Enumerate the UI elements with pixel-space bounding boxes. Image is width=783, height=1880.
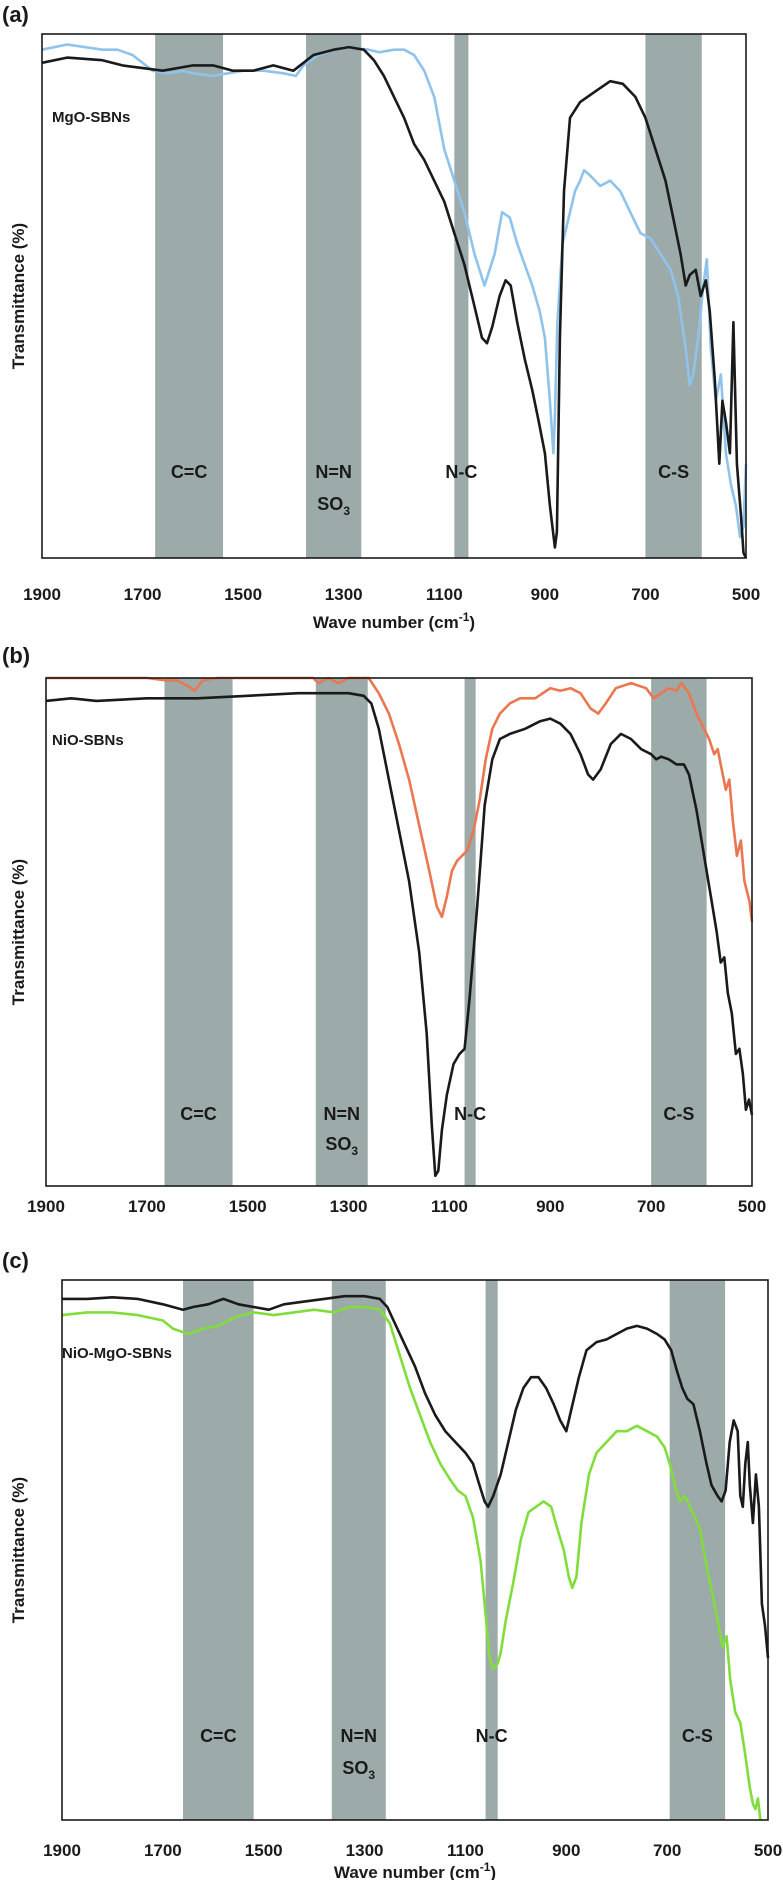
series-line-sample (61, 1305, 762, 1821)
band-label: C=C (171, 462, 208, 482)
x-tick-label: 700 (653, 1841, 681, 1860)
plot-frame (61, 1279, 769, 1821)
band-n-c (464, 678, 476, 1186)
x-tick-label: 1900 (43, 1841, 81, 1860)
panel-a: (a) C=C N=N SO3 N-C C-S MgO-SBNs 1900 1700 1500 13… (2, 2, 760, 632)
band-label: C-S (682, 1726, 713, 1746)
panel-b: (b) C=C N=N SO3 N-C C-S NiO-SBNs 1900 1700 1500 13… (2, 643, 766, 1216)
band-c-s (651, 678, 707, 1186)
series-line-reference (45, 691, 754, 1178)
series-line-reference (62, 1294, 770, 1659)
sample-label: NiO-MgO-SBNs (62, 1345, 172, 1362)
x-tick-label: 1300 (325, 585, 363, 604)
band-sublabel: SO3 (325, 1134, 358, 1158)
x-axis-label: Wave number (cm-1) (313, 610, 475, 632)
x-tick-label: 900 (536, 1197, 564, 1216)
band-label: C=C (180, 1104, 217, 1124)
band-n-n (306, 34, 362, 558)
x-tick-label: 1100 (426, 585, 463, 604)
x-tick-label: 700 (637, 1197, 665, 1216)
x-tick-label: 700 (631, 585, 659, 604)
plot-frame (41, 33, 747, 559)
panel-c: (c) C=C N=N SO3 N-C C-S NiO-MgO-SBNs 1900 1700 15… (2, 1248, 782, 1880)
band-label: N-C (476, 1726, 508, 1746)
x-tick-label: 1500 (245, 1841, 283, 1860)
plot-frame (45, 677, 753, 1187)
y-axis-label: Transmittance (%) (9, 1477, 28, 1623)
panel-letter: (b) (2, 643, 30, 668)
y-axis-label: Transmittance (%) (9, 859, 28, 1005)
band-n-c (485, 1280, 498, 1820)
x-tick-label: 1700 (128, 1197, 166, 1216)
series-line-sample (46, 676, 754, 922)
band-c-c (183, 1280, 254, 1820)
band-n-n (315, 678, 368, 1186)
band-label: C=C (200, 1726, 237, 1746)
band-label: C-S (658, 462, 689, 482)
sample-label: MgO-SBNs (52, 109, 130, 126)
band-c-s (669, 1280, 726, 1820)
x-tick-label: 1500 (229, 1197, 267, 1216)
band-label: N=N (315, 462, 352, 482)
panel-letter: (c) (2, 1248, 29, 1273)
x-tick-label: 1300 (330, 1197, 368, 1216)
band-n-n (331, 1280, 386, 1820)
band-c-s (645, 34, 702, 558)
x-tick-label: 900 (552, 1841, 580, 1860)
x-tick-label: 1500 (224, 585, 262, 604)
sample-label: NiO-SBNs (52, 732, 124, 749)
band-sublabel: SO3 (317, 494, 350, 518)
band-label: N=N (341, 1726, 378, 1746)
x-tick-label: 1900 (27, 1197, 65, 1216)
panel-letter: (a) (2, 2, 29, 27)
band-sublabel: SO3 (342, 1758, 375, 1782)
x-tick-label: 1100 (447, 1841, 484, 1860)
x-tick-label: 1900 (23, 585, 61, 604)
band-label: C-S (663, 1104, 694, 1124)
x-tick-label: 500 (754, 1841, 782, 1860)
x-tick-label: 500 (738, 1197, 766, 1216)
x-tick-label: 1100 (431, 1197, 468, 1216)
band-label: N=N (324, 1104, 361, 1124)
series-line-sample (41, 43, 748, 539)
x-tick-label: 900 (531, 585, 559, 604)
x-tick-label: 500 (732, 585, 760, 604)
series-line-reference (41, 45, 748, 559)
band-c-c (164, 678, 233, 1186)
x-tick-label: 1300 (346, 1841, 384, 1860)
x-tick-label: 1700 (124, 585, 162, 604)
band-c-c (155, 34, 224, 558)
band-label: N-C (454, 1104, 486, 1124)
y-axis-label: Transmittance (%) (9, 223, 28, 369)
x-tick-label: 1700 (144, 1841, 182, 1860)
band-label: N-C (445, 462, 477, 482)
band-n-c (454, 34, 469, 558)
x-axis-label: Wave number (cm-1) (334, 1860, 496, 1880)
